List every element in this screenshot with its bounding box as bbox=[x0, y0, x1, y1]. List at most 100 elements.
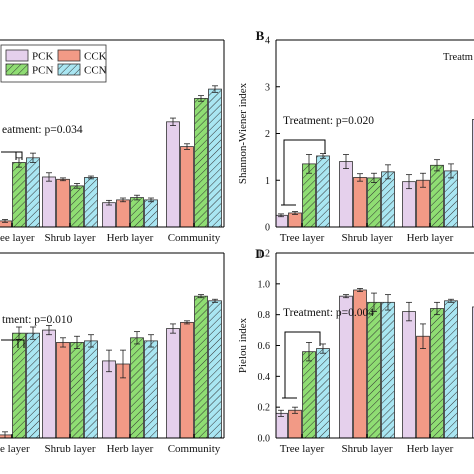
x-tick-label: Shrub layer bbox=[341, 443, 392, 455]
bar-hatch-ccn-2 bbox=[444, 170, 458, 227]
legend: PCK CCK PCN CCN bbox=[0, 44, 107, 83]
bar-hatch-pcn-0 bbox=[12, 162, 26, 227]
bar-hatch-pcn-1 bbox=[70, 342, 84, 438]
significance-bracket bbox=[284, 331, 321, 398]
bar-pck-2 bbox=[402, 311, 416, 438]
x-tick-label: Herb layer bbox=[407, 232, 454, 244]
bar-hatch-pcn-2 bbox=[430, 308, 444, 438]
significance-bracket bbox=[283, 139, 326, 205]
significance-annotation: Treatment: p=0.020 bbox=[283, 115, 374, 127]
legend-swatch-hatch bbox=[58, 64, 80, 75]
bars bbox=[276, 119, 474, 227]
x-tick-label: ee layer bbox=[0, 232, 35, 244]
y-tick-label: 1 bbox=[265, 176, 270, 187]
bar-pck-1 bbox=[42, 329, 56, 438]
bars bbox=[276, 288, 474, 438]
legend-label-pck: PCK bbox=[32, 51, 53, 63]
bar-hatch-ccn-1 bbox=[381, 302, 395, 438]
bar-pck-3 bbox=[472, 119, 474, 227]
bar-hatch-ccn-1 bbox=[84, 177, 98, 227]
x-tick-label: Herb layer bbox=[107, 232, 154, 244]
bar-pck-1 bbox=[42, 176, 56, 227]
bar-hatch-ccn-0 bbox=[26, 333, 40, 438]
y-tick-label: 0.0 bbox=[258, 434, 271, 445]
x-tick-label: e layer bbox=[0, 443, 30, 455]
bar-cck-1 bbox=[56, 342, 70, 438]
bar-pck-2 bbox=[102, 360, 116, 438]
x-tick-label: Herb layer bbox=[407, 443, 454, 455]
y-tick-label: 0.4 bbox=[258, 372, 271, 383]
significance-annotation: Treatment: p=0.004 bbox=[283, 307, 374, 319]
legend-swatch-hatch bbox=[6, 64, 28, 75]
panel-c: e layer Shrub layer Herb layer Community tme… bbox=[0, 252, 225, 455]
bar-hatch-ccn-3 bbox=[208, 300, 222, 438]
significance-bracket bbox=[1, 151, 23, 160]
bar-cck-0 bbox=[288, 409, 302, 438]
bar-hatch-pcn-3 bbox=[194, 98, 208, 227]
legend-label-ccn: CCN bbox=[84, 65, 107, 77]
bar-hatch-pcn-1 bbox=[367, 302, 381, 438]
bar-hatch-pcn-0 bbox=[12, 333, 26, 438]
y-tick-label: 2 bbox=[265, 129, 270, 140]
panel-letter-d: D bbox=[255, 246, 264, 261]
panel-d: 0.0 0.2 0.4 0.6 0.8 1.0 1.2 Pielou index Tree la… bbox=[237, 246, 474, 455]
bar-hatch-ccn-0 bbox=[316, 155, 330, 227]
y-tick-label: 4 bbox=[265, 36, 270, 47]
x-tick-label: Shrub layer bbox=[44, 443, 95, 455]
bar-hatch-ccn-0 bbox=[316, 348, 330, 438]
y-axis-label: Shannon-Wiener index bbox=[237, 82, 249, 184]
bar-pck-3 bbox=[166, 121, 180, 227]
x-tick-label: Shrub layer bbox=[44, 232, 95, 244]
bar-pck-3 bbox=[472, 306, 474, 438]
legend-swatch-pck bbox=[5, 49, 29, 62]
bar-hatch-ccn-1 bbox=[381, 171, 395, 227]
x-tick-label: Community bbox=[168, 232, 221, 244]
bar-pck-1 bbox=[339, 161, 353, 227]
panels: ee layer Shrub layer Herb layer Community ea… bbox=[0, 28, 474, 455]
bar-cck-0 bbox=[0, 220, 12, 227]
bar-hatch-ccn-2 bbox=[144, 199, 158, 227]
bar-pck-2 bbox=[102, 202, 116, 227]
bar-cck-1 bbox=[56, 178, 70, 227]
y-tick-label: 0 bbox=[265, 223, 270, 234]
bar-hatch-pcn-1 bbox=[367, 177, 381, 227]
bar-hatch-ccn-3 bbox=[208, 89, 222, 227]
y-tick-label: 0.2 bbox=[258, 403, 271, 414]
y-tick-label: 0.8 bbox=[258, 310, 271, 321]
bar-cck-3 bbox=[180, 321, 194, 438]
bar-hatch-ccn-2 bbox=[144, 340, 158, 438]
y-tick-label: 1.2 bbox=[258, 249, 271, 260]
significance-annotation: tment: p=0.010 bbox=[2, 314, 73, 326]
bar-cck-2 bbox=[116, 199, 130, 227]
x-tick-label: Tree layer bbox=[280, 443, 325, 455]
legend-swatch-cck bbox=[57, 49, 81, 62]
y-tick-label: 3 bbox=[265, 82, 270, 93]
x-tick-label: Tree layer bbox=[280, 232, 325, 244]
bars bbox=[0, 294, 222, 438]
legend-label-cck: CCK bbox=[84, 51, 107, 63]
y-tick-label: 1.0 bbox=[258, 279, 271, 290]
y-tick-label: 0.6 bbox=[258, 341, 271, 352]
x-tick-label: Shrub layer bbox=[341, 232, 392, 244]
y-axis-label: Pielou index bbox=[237, 317, 249, 373]
x-tick-label: Community bbox=[168, 443, 221, 455]
significance-bracket bbox=[1, 339, 25, 348]
panel-a: ee layer Shrub layer Herb layer Community ea… bbox=[0, 39, 225, 244]
bar-hatch-pcn-3 bbox=[194, 296, 208, 438]
bars bbox=[0, 85, 222, 227]
bar-hatch-ccn-1 bbox=[84, 340, 98, 438]
panel-letter-b: B bbox=[256, 28, 265, 43]
bar-hatch-pcn-2 bbox=[130, 337, 144, 438]
bar-cck-0 bbox=[288, 212, 302, 227]
bar-hatch-pcn-2 bbox=[430, 165, 444, 227]
legend-fragment: Treatm bbox=[443, 52, 473, 63]
bar-pck-3 bbox=[166, 328, 180, 438]
bar-cck-2 bbox=[416, 335, 430, 438]
bar-cck-1 bbox=[353, 177, 367, 227]
bar-hatch-pcn-0 bbox=[302, 351, 316, 438]
bar-hatch-pcn-0 bbox=[302, 163, 316, 227]
bar-cck-3 bbox=[180, 146, 194, 227]
bar-hatch-pcn-1 bbox=[70, 185, 84, 227]
panel-b: 0 1 2 3 4 Shannon-Wiener index Tree layer Shrub… bbox=[237, 28, 474, 244]
